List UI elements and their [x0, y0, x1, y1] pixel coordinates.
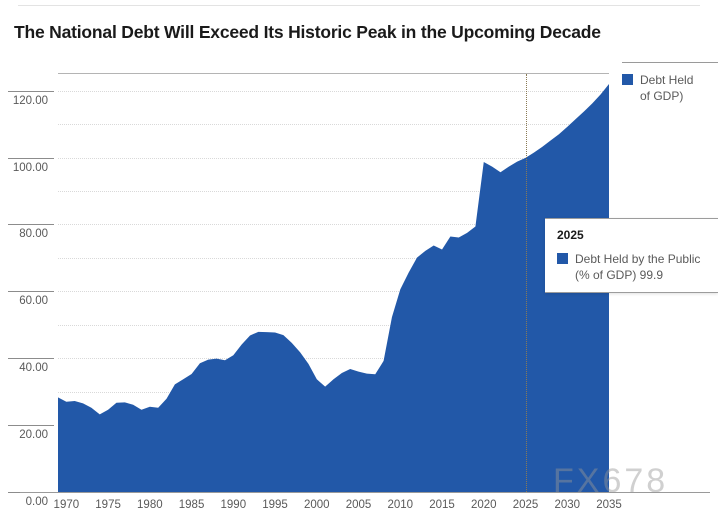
x-axis-tick-label: 2015	[429, 499, 455, 511]
gridline	[58, 224, 609, 226]
x-axis-tick-label: 2010	[387, 499, 414, 511]
legend-item[interactable]: Debt Held of GDP)	[622, 62, 718, 104]
x-axis-tick-label: 1980	[137, 499, 163, 511]
x-axis-tick-label: 2035	[596, 499, 622, 511]
tooltip-series-value: Debt Held by the Public (% of GDP) 99.9	[575, 252, 701, 282]
chart-tooltip: 2025 Debt Held by the Public (% of GDP) …	[545, 218, 718, 293]
gridline	[58, 124, 609, 126]
y-axis-tick-rule	[8, 224, 54, 226]
y-axis-tick-rule	[8, 291, 54, 293]
y-axis-tick-label: 100.00	[12, 161, 48, 174]
x-axis-tick-label: 2025	[512, 499, 539, 511]
gridline	[58, 191, 609, 193]
y-axis-tick-label: 40.00	[19, 362, 48, 375]
x-axis-tick-label: 1975	[95, 499, 121, 511]
crosshair-2025	[525, 74, 527, 492]
x-axis-tick-label: 2005	[345, 499, 372, 511]
gridline	[58, 324, 609, 326]
area-fill-path	[58, 84, 609, 492]
top-divider	[18, 5, 700, 6]
chart-legend[interactable]: Debt Held of GDP)	[622, 62, 718, 104]
x-axis-tick-label: 2030	[554, 499, 581, 511]
y-axis-tick-label: 120.00	[12, 94, 48, 107]
y-axis-tick-label: 0.00	[25, 496, 48, 508]
x-axis-tick-label: 2000	[304, 499, 330, 511]
area-series-plot[interactable]	[58, 74, 609, 492]
plot-top-rule	[58, 73, 609, 74]
x-axis-tick-label: 1995	[262, 499, 288, 511]
y-axis-tick-rule	[8, 90, 54, 92]
gridline	[58, 358, 609, 360]
debt-area-series[interactable]	[58, 74, 609, 492]
legend-color-swatch-icon	[622, 74, 633, 85]
y-axis-tick-rule	[8, 425, 54, 427]
legend-divider	[622, 62, 718, 63]
plot-bottom-rule	[20, 492, 710, 493]
gridline	[58, 157, 609, 159]
y-axis-tick-rule	[8, 157, 54, 159]
gridline	[58, 291, 609, 293]
gridline	[58, 90, 609, 92]
page-title: The National Debt Will Exceed Its Histor…	[14, 22, 601, 42]
y-axis-tick-rule	[8, 358, 54, 360]
tooltip-title: 2025	[557, 228, 584, 242]
y-axis-tick-label: 80.00	[19, 228, 48, 241]
x-axis-tick-label: 2020	[470, 499, 497, 511]
y-axis-tick-label: 60.00	[19, 295, 48, 308]
x-axis-tick-label: 1985	[178, 499, 205, 511]
x-axis-tick-label: 1970	[53, 499, 80, 511]
x-axis-tick-label: 1990	[220, 499, 247, 511]
legend-item-label: Debt Held of GDP)	[640, 73, 694, 103]
tooltip-color-swatch-icon	[557, 253, 568, 264]
gridline	[58, 257, 609, 259]
y-axis-tick-label: 20.00	[19, 429, 48, 442]
tooltip-series-row: Debt Held by the Public (% of GDP) 99.9	[557, 251, 718, 283]
